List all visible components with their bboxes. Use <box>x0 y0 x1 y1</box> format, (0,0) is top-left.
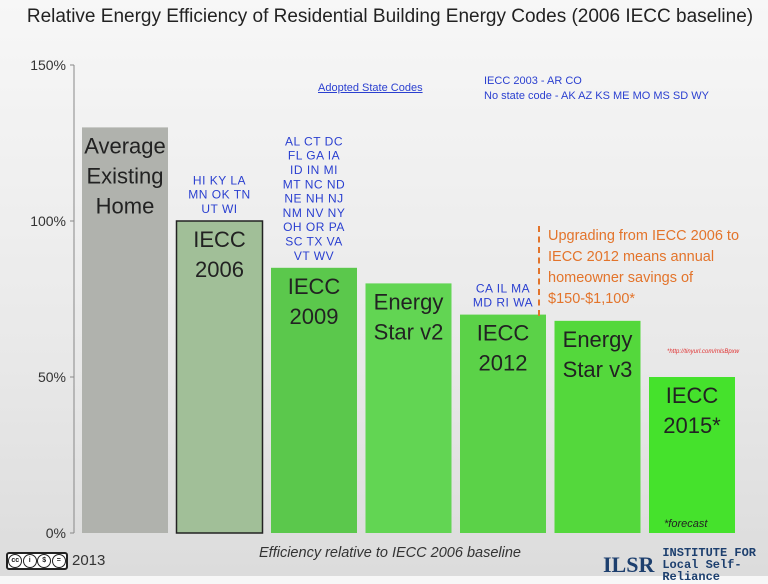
state-list-label: CA IL MA <box>476 281 530 295</box>
state-list-label: OH OR PA <box>283 220 345 234</box>
bar-category-label: IECC <box>193 227 246 252</box>
state-list-label: MN OK TN <box>188 188 250 202</box>
source-url: *http://tinyurl.com/mlsBpxw <box>667 349 740 355</box>
other-codes-note: IECC 2003 - AR CO No state code - AK AZ … <box>484 74 709 104</box>
bar-category-label: Star v2 <box>374 319 444 344</box>
bar-category-label: 2009 <box>290 304 339 329</box>
adopted-state-codes-label: Adopted State Codes <box>318 82 423 94</box>
ilsr-name: INSTITUTE FOR Local Self-Reliance <box>662 547 768 583</box>
state-list-label: SC TX VA <box>285 235 343 249</box>
ilsr-name-line-2: Local Self-Reliance <box>662 558 742 584</box>
bar-category-label: Energy <box>374 289 444 314</box>
forecast-note: *forecast <box>664 518 708 530</box>
bar-category-label: Average <box>84 133 166 158</box>
state-list-label: MT NC ND <box>283 177 345 191</box>
nc-icon: $ <box>37 554 52 568</box>
state-list-label: UT WI <box>201 202 237 216</box>
callout-bracket <box>538 226 540 316</box>
cc-license-badge: cc i $ = <box>6 552 68 570</box>
bar-category-label: 2006 <box>195 257 244 282</box>
year-label: 2013 <box>72 552 106 569</box>
bar-category-label: Energy <box>563 327 633 352</box>
nd-icon: = <box>51 554 66 568</box>
y-tick-label: 0% <box>46 525 66 541</box>
ilsr-mark: ILSR <box>603 552 655 577</box>
y-tick-label: 100% <box>30 213 66 229</box>
codes-line-2: No state code - AK AZ KS ME MO MS SD WY <box>484 90 709 102</box>
bar-category-label: IECC <box>477 321 530 346</box>
bar <box>649 377 735 533</box>
y-tick-label: 150% <box>30 57 66 73</box>
savings-callout: Upgrading from IECC 2006 to IECC 2012 me… <box>548 228 740 307</box>
bar-category-label: 2012 <box>479 351 528 376</box>
ilsr-name-line-1: INSTITUTE FOR <box>662 546 756 560</box>
bar <box>460 314 546 533</box>
bar-category-label: Star v3 <box>563 357 633 382</box>
bar-category-label: Home <box>96 193 155 218</box>
state-list-label: AL CT DC <box>285 134 343 148</box>
bar-category-label: IECC <box>288 274 341 299</box>
bar <box>175 220 264 534</box>
state-list-label: FL GA IA <box>288 149 340 163</box>
bar <box>82 127 168 534</box>
state-list-label: VT WV <box>294 249 334 263</box>
x-axis-label: Efficiency relative to IECC 2006 baselin… <box>259 545 521 561</box>
state-list-label: NM NV NY <box>283 206 346 220</box>
state-list-label: NE NH NJ <box>284 192 343 206</box>
bar <box>554 320 641 533</box>
state-list-label: ID IN MI <box>290 163 338 177</box>
bar <box>271 267 357 533</box>
bar <box>365 283 452 533</box>
state-list-label: HI KY LA <box>193 173 246 187</box>
y-tick-label: 50% <box>38 369 66 385</box>
bar-category-label: Existing <box>86 163 163 188</box>
chart-title: Relative Energy Efficiency of Residentia… <box>26 6 754 27</box>
bar-category-label: IECC <box>666 383 719 408</box>
by-icon: i <box>22 554 37 568</box>
ilsr-logo: ILSR INSTITUTE FOR Local Self-Reliance <box>603 547 768 583</box>
codes-line-1: IECC 2003 - AR CO <box>484 75 582 87</box>
bar-category-label: 2015* <box>663 413 721 438</box>
cc-icon: cc <box>8 554 23 568</box>
state-list-label: MD RI WA <box>473 296 533 310</box>
